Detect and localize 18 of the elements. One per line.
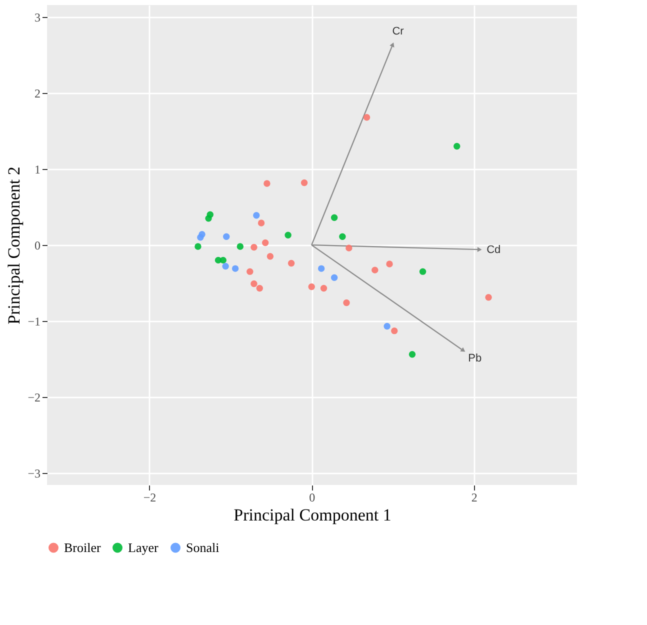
legend-label: Broiler	[64, 540, 102, 555]
series-label: Pb	[468, 352, 482, 365]
y-tick-label: −2	[28, 390, 40, 404]
y-axis-title: Principal Component 2	[4, 166, 24, 324]
legend-label: Sonali	[186, 540, 220, 555]
y-tick-label: 2	[34, 86, 40, 101]
y-tick-label: 3	[34, 10, 40, 25]
x-axis-title: Principal Component 1	[234, 506, 392, 524]
y-tick-label: 1	[34, 162, 40, 177]
x-tick-label: 0	[309, 490, 316, 504]
y-tick-label: −1	[28, 314, 40, 328]
x-tick-label: −2	[143, 490, 156, 504]
x-tick-label: 2	[471, 490, 478, 504]
legend-label: Layer	[128, 540, 159, 555]
series-label: Cd	[486, 244, 501, 256]
series-label: Cr	[392, 26, 404, 38]
y-tick-label: −3	[28, 466, 40, 480]
y-tick-label: 0	[34, 238, 40, 252]
